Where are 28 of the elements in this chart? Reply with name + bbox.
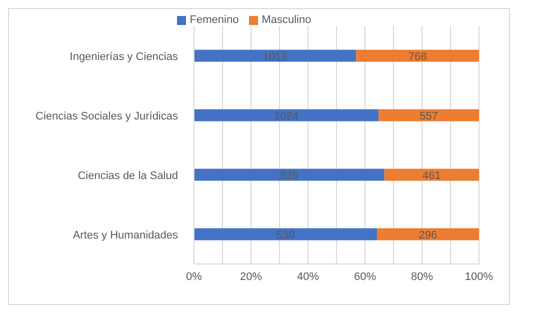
bar (378, 109, 479, 122)
annotation: 768 (408, 50, 427, 63)
legend-label: Femenino (190, 14, 239, 26)
x-tick-label: 100% (464, 270, 494, 283)
annotation: 557 (420, 110, 438, 122)
legend-label: Masculino (262, 14, 312, 26)
annotation: 926 (280, 170, 298, 182)
y-tick-label: Ciencias de la Salud (78, 170, 178, 182)
bar (194, 109, 379, 122)
y-tick-label: Ingenierías y Ciencias (70, 50, 178, 63)
annotation: 461 (422, 170, 441, 182)
x-tick-label: 20% (240, 270, 262, 283)
x-tick-label: 60% (354, 270, 376, 283)
y-tick-label: Artes y Humanidades (72, 229, 178, 242)
annotation: 1024 (274, 110, 299, 122)
y-tick-label: Ciencias Sociales y Jurídicas (36, 110, 178, 122)
x-tick-label: 0% (186, 270, 202, 283)
bar (194, 50, 356, 62)
x-tick-label: 80% (410, 270, 434, 283)
bar (384, 168, 479, 181)
bar (356, 50, 479, 62)
annotation: 530 (276, 229, 295, 242)
annotation: 1013 (262, 50, 288, 63)
x-tick-label: 40% (296, 270, 320, 283)
bar (376, 228, 479, 240)
bar (194, 168, 384, 181)
bar (194, 228, 377, 240)
annotation: 296 (418, 229, 438, 242)
